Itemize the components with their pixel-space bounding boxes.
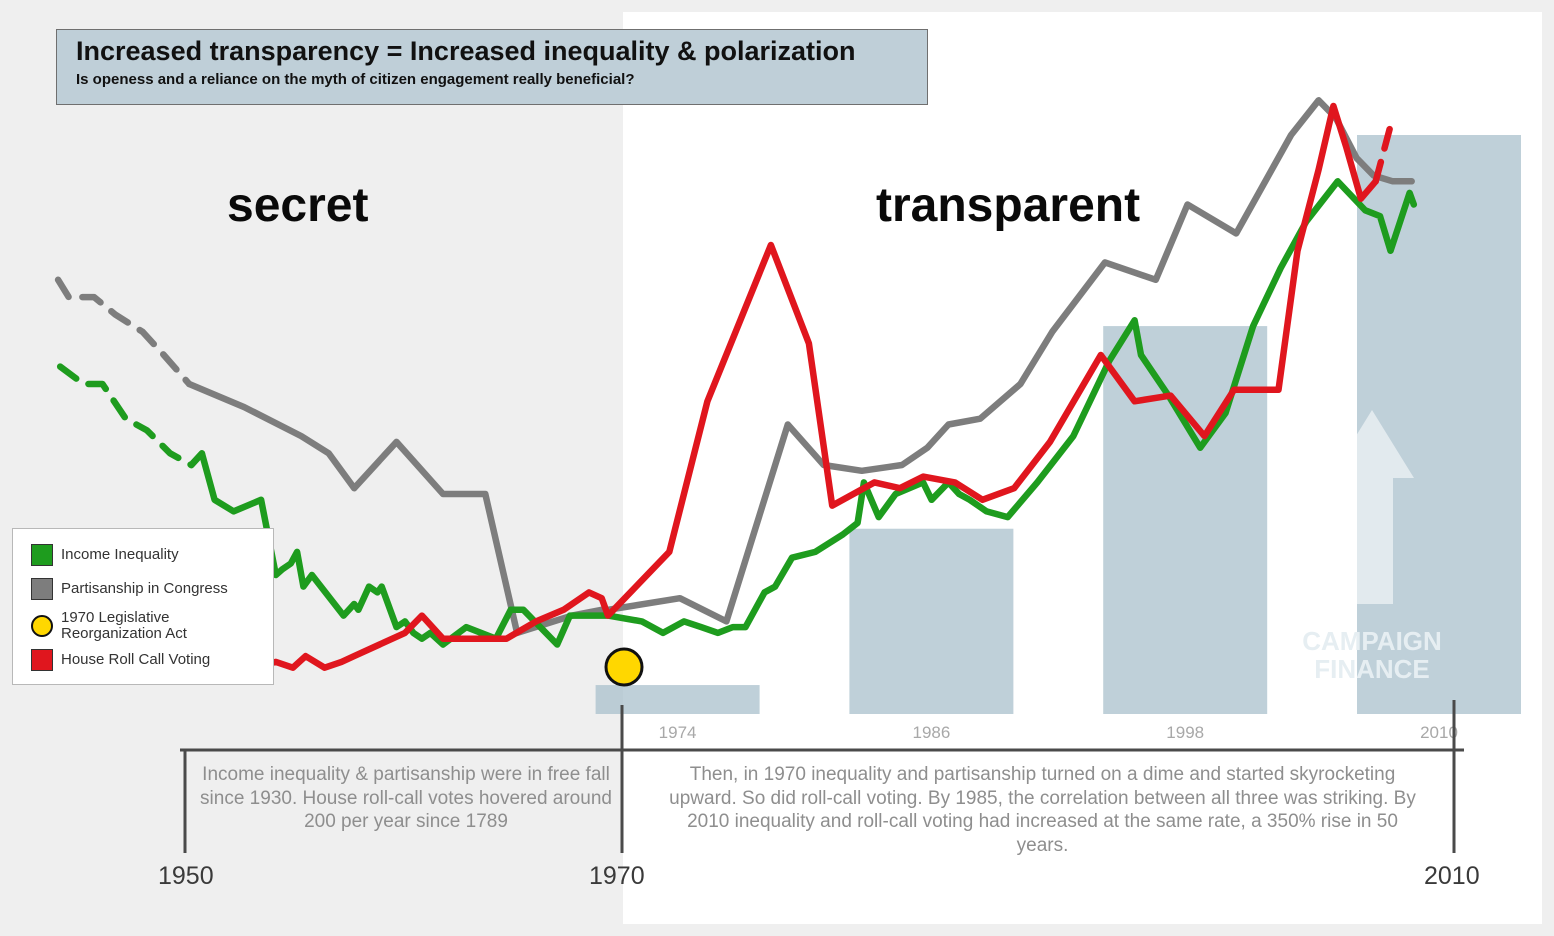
- annotation-post-1970: Then, in 1970 inequality and partisanshi…: [669, 764, 1416, 856]
- bar-label-2010: 2010: [1420, 723, 1458, 742]
- legend-item-reorganization-act: 1970 Legislative Reorganization Act: [31, 610, 251, 642]
- campaign-finance-label-line-2: FINANCE: [1314, 654, 1430, 684]
- income-inequality-line-main: [188, 178, 1418, 648]
- tick-label-1970: 1970: [589, 862, 645, 890]
- campaign-finance-bar-1998: [1103, 326, 1268, 714]
- legend-swatch: [31, 649, 53, 671]
- legend-swatch: [31, 578, 53, 600]
- bar-label-1974: 1974: [659, 723, 697, 742]
- tick-label-2010: 2010: [1424, 862, 1480, 890]
- chart-subtitle: Is openess and a reliance on the myth of…: [76, 71, 635, 88]
- tick-label-1950: 1950: [158, 862, 214, 890]
- title-box: Increased transparency = Increased inequ…: [56, 29, 928, 105]
- legend-label: Partisanship in Congress: [61, 580, 228, 597]
- up-arrow-icon: [1330, 410, 1414, 604]
- legislative-reorganization-marker: [604, 647, 644, 687]
- campaign-finance-bar-1986: [849, 528, 1014, 714]
- campaign-finance-label-line-1: CAMPAIGN: [1302, 626, 1442, 656]
- income-inequality-line-early: [56, 363, 206, 469]
- campaign-finance-bar-labels: 1974 1986 1998 2010: [659, 723, 1458, 742]
- legend-swatch: [31, 544, 53, 566]
- legend-item-roll-call-voting: House Roll Call Voting: [31, 649, 251, 671]
- legend: Income Inequality Partisanship in Congre…: [12, 528, 274, 685]
- partisanship-in-congress-line-early: [54, 276, 193, 388]
- chart-title: Increased transparency = Increased inequ…: [76, 36, 856, 66]
- legend-item-income-inequality: Income Inequality: [31, 544, 251, 566]
- partisanship-in-congress-line-main: [185, 97, 1415, 637]
- legend-label: House Roll Call Voting: [61, 651, 211, 668]
- legend-item-partisanship: Partisanship in Congress: [31, 578, 251, 600]
- era-label-transparent: transparent: [876, 179, 1141, 232]
- annotation-pre-1970: Income inequality & partisanship were in…: [200, 764, 612, 832]
- campaign-finance-bar-1974: [595, 685, 760, 714]
- legend-label: Income Inequality: [61, 546, 179, 563]
- house-roll-call-voting-line-projection: [1372, 114, 1396, 185]
- house-roll-call-voting-line-main: [198, 102, 1379, 671]
- era-label-secret: secret: [227, 179, 369, 232]
- legend-label: 1970 Legislative Reorganization Act: [61, 609, 187, 642]
- x-axis: [180, 700, 1464, 853]
- bar-label-1986: 1986: [912, 723, 950, 742]
- legend-marker-circle: [31, 615, 53, 637]
- bar-label-1998: 1998: [1166, 723, 1204, 742]
